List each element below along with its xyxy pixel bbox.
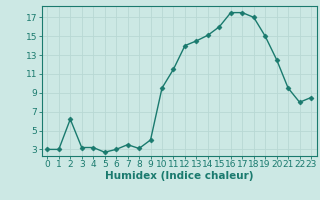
X-axis label: Humidex (Indice chaleur): Humidex (Indice chaleur) — [105, 171, 253, 181]
